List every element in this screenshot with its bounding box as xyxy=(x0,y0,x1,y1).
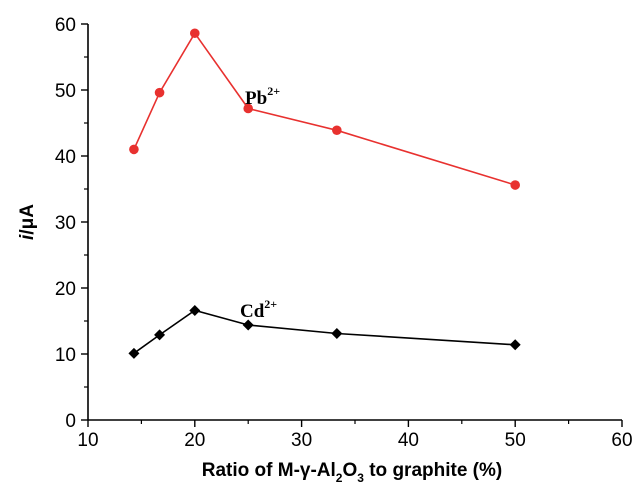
x-axis-title: Ratio of M-γ-Al2O3 to graphite (%) xyxy=(202,460,502,485)
y-axis-title: i/μA xyxy=(17,204,38,240)
series-label-pb: Pb2+ xyxy=(245,84,280,109)
y-tick-label: 0 xyxy=(65,411,76,432)
axes xyxy=(87,24,622,421)
y-tick-label: 20 xyxy=(55,279,76,300)
data-point-diamond xyxy=(331,328,343,340)
data-point-circle xyxy=(510,180,520,190)
series-line-0 xyxy=(133,31,516,186)
y-tick-label: 30 xyxy=(55,213,76,234)
y-tick-label: 40 xyxy=(55,147,76,168)
x-tick-label: 10 xyxy=(77,430,98,451)
series-layer xyxy=(128,28,521,359)
data-point-diamond xyxy=(189,304,201,316)
series-line-1 xyxy=(133,309,516,354)
data-point-diamond xyxy=(128,347,140,359)
y-tick-label: 10 xyxy=(55,345,76,366)
y-tick-label: 50 xyxy=(55,81,76,102)
data-point-circle xyxy=(154,87,165,98)
x-tick-label: 50 xyxy=(505,430,526,451)
x-tick-label: 40 xyxy=(398,430,419,451)
data-point-circle xyxy=(243,103,253,114)
data-point-diamond xyxy=(242,319,254,331)
x-tick-label: 30 xyxy=(291,430,312,451)
x-tick-label: 20 xyxy=(184,430,205,451)
data-point-diamond xyxy=(154,329,166,341)
series-label-cd: Cd2+ xyxy=(240,297,277,322)
x-tick-label: 60 xyxy=(611,430,632,451)
data-point-circle xyxy=(332,125,342,136)
data-point-circle xyxy=(129,144,139,155)
data-point-circle xyxy=(190,28,200,39)
y-tick-label: 60 xyxy=(55,15,76,36)
data-point-diamond xyxy=(509,339,521,351)
